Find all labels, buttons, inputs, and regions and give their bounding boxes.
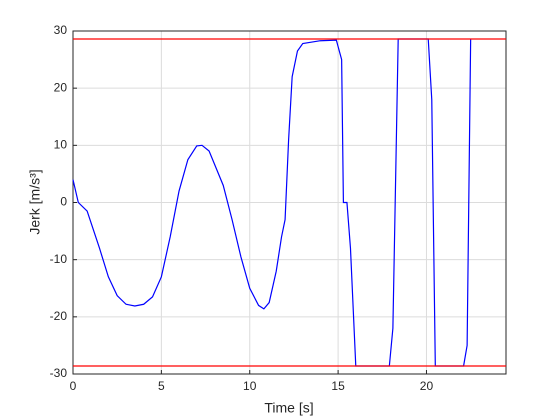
x-tick-label: 5 xyxy=(158,379,165,393)
x-axis-label: Time [s] xyxy=(264,400,313,416)
x-tick-label: 20 xyxy=(420,379,434,393)
y-tick-label: 0 xyxy=(60,195,67,209)
y-tick-label: 30 xyxy=(54,23,68,37)
y-tick-label: -20 xyxy=(50,309,68,323)
y-axis-label: Jerk [m/s³] xyxy=(27,169,43,234)
x-tick-label: 10 xyxy=(243,379,257,393)
y-tick-label: 20 xyxy=(54,80,68,94)
y-tick-label: -30 xyxy=(50,366,68,380)
y-tick-label: 10 xyxy=(54,138,68,152)
data-line xyxy=(72,38,472,367)
plot-frame xyxy=(72,30,507,375)
x-tick-label: 15 xyxy=(331,379,345,393)
y-tick-label: -10 xyxy=(50,252,68,266)
x-tick-label: 0 xyxy=(70,379,77,393)
